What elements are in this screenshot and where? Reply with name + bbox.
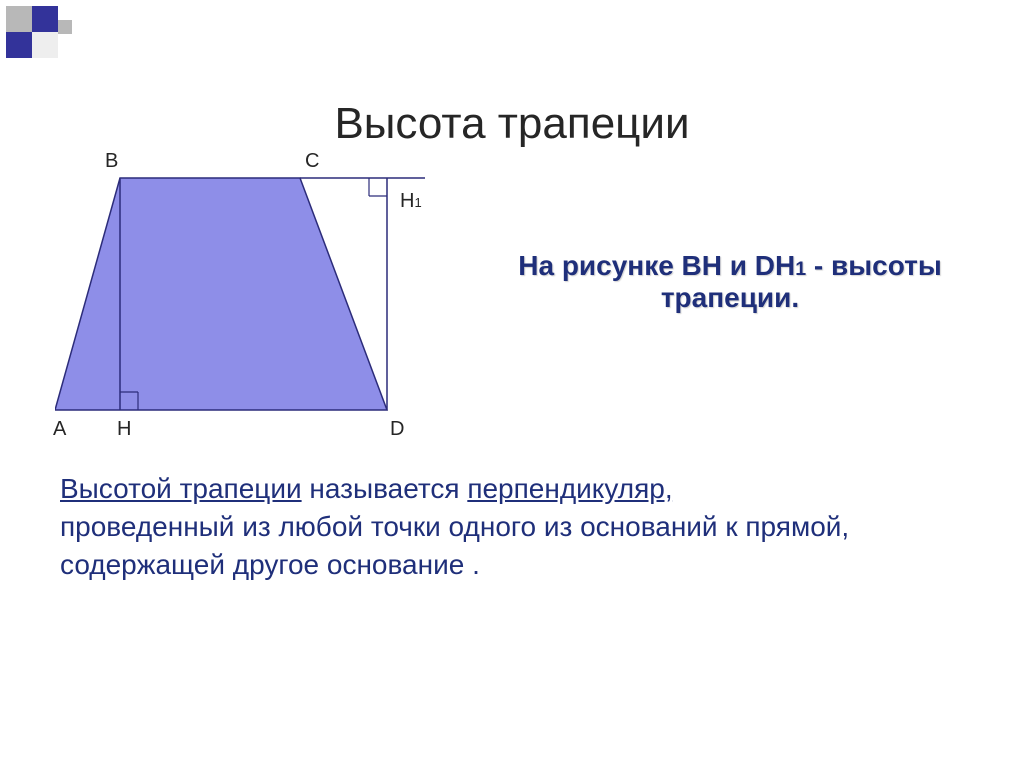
label-D: D [390,418,404,441]
decor-square [6,32,32,58]
heights-caption: На рисунке BH и DH1 - высоты трапеции. [470,250,990,314]
def-term1: Высотой трапеции [60,473,302,504]
caption-line2: трапеции. [470,282,990,314]
caption-line1: На рисунке BH и DH1 - высоты [470,250,990,282]
def-rest: проведенный из любой точки одного из осн… [60,511,849,580]
definition-text: Высотой трапеции называется перпендикуля… [60,470,960,583]
decor-square [58,20,72,34]
page-title: Высота трапеции [0,99,1024,149]
label-H1: Н1 [400,190,422,213]
def-term2: перпендикуляр, [467,473,672,504]
decor-square [6,6,32,32]
label-C: С [305,150,319,173]
label-H: Н [117,418,131,441]
decor-square [32,32,58,58]
decor-square [32,6,58,32]
trapezoid-diagram: А В С D Н Н1 [55,160,425,430]
trapezoid-svg [55,160,425,430]
label-A: А [53,418,66,441]
label-B: В [105,150,118,173]
def-mid: называется [302,473,468,504]
